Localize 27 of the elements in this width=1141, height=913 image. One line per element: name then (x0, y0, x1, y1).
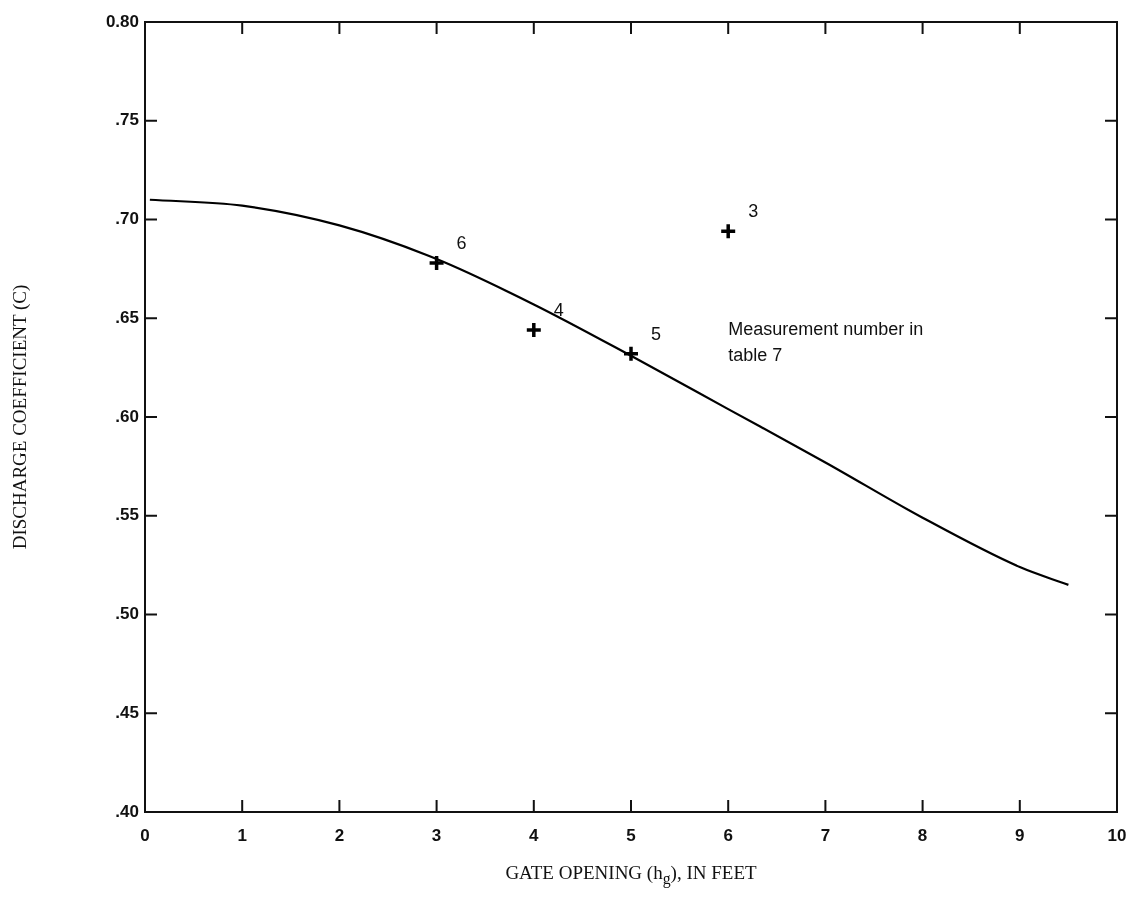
x-tick-label: 6 (723, 825, 733, 845)
x-tick-label: 9 (1015, 825, 1025, 845)
y-tick-label: .40 (115, 801, 139, 821)
x-tick-label: 0 (140, 825, 150, 845)
annotation: 3 (748, 201, 759, 222)
annotation: 6 (456, 232, 467, 253)
y-tick-label: 0.80 (105, 11, 139, 31)
y-tick-label: .50 (115, 604, 139, 624)
x-tick-label: 1 (237, 825, 247, 845)
x-axis-title: GATE OPENING (h$_{g}$), IN FEET (504, 862, 758, 888)
annotation: 5 (651, 323, 662, 344)
y-tick-label: .45 (115, 702, 139, 722)
x-tick-label: 8 (917, 825, 928, 845)
y-tick-label: .70 (115, 209, 139, 229)
y-axis-title: DISCHARGE COEFFICIENT (C) (9, 284, 31, 550)
x-tick-label: 4 (529, 825, 540, 845)
x-tick-label: 2 (334, 825, 345, 845)
annotation: Measurement number in table 7 (728, 319, 924, 366)
x-tick-label: 7 (820, 825, 831, 845)
x-tick-label: 5 (626, 825, 636, 845)
y-tick-label: .65 (115, 307, 139, 327)
annotation: 4 (553, 300, 564, 321)
y-tick-label: .60 (115, 406, 139, 426)
x-tick-label: 10 (1107, 825, 1127, 845)
x-tick-label: 3 (431, 825, 442, 845)
y-tick-label: .75 (115, 110, 139, 130)
y-tick-label: .55 (115, 505, 139, 525)
